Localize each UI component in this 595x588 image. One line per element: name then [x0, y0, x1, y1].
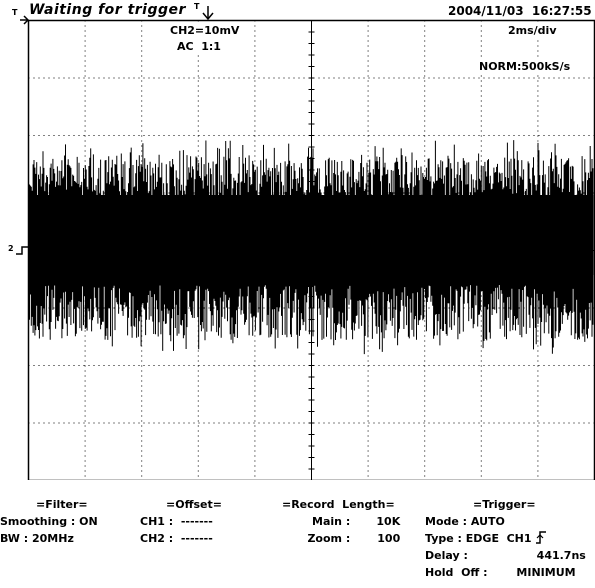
ch2-offset-value: ------- [180, 532, 213, 545]
timebase-label: 2ms/div [508, 24, 557, 37]
bw-value: 20MHz [31, 532, 74, 545]
status-marker: T [12, 8, 18, 17]
trigger-level-icon [20, 15, 30, 25]
trigger-panel: =Trigger= Mode : AUTO Type : EDGE CH1 De… [425, 496, 593, 581]
smoothing-row: Smoothing : ON [0, 515, 98, 528]
rising-edge-icon [536, 531, 547, 544]
trigger-title: =Trigger= [473, 498, 536, 511]
date-time: 2004/11/03 16:27:55 [448, 4, 592, 18]
mode-row: Mode : AUTO [425, 515, 505, 528]
acquisition-status: Waiting for trigger [29, 2, 186, 18]
filter-panel: =Filter= Smoothing : ON BW : 20MHz [0, 496, 140, 547]
ch2-ground-marker-icon [16, 246, 28, 255]
sample-rate-label: NORM:500kS/s [479, 60, 571, 73]
mode-value: AUTO [470, 515, 505, 528]
ch2-offset-label: CH2 [140, 532, 165, 545]
ch2-scale: CH2=10mV [170, 24, 240, 37]
offset-title: =Offset= [166, 498, 222, 511]
record-length-panel: =Record Length= Main :10K Zoom :100 [282, 496, 412, 547]
holdoff-label: Hold Off [425, 566, 480, 579]
trigger-marker: T [194, 2, 200, 11]
delay-value: 441.7ns [536, 549, 586, 562]
bw-label: BW [0, 532, 20, 545]
signal-core-band [29, 195, 594, 275]
zoom-label: Zoom [307, 532, 342, 545]
offset-panel: =Offset= CH1 : ------- CH2 : ------- [140, 496, 280, 547]
main-label: Main [312, 515, 342, 528]
zoom-row: Zoom :100 [282, 530, 412, 547]
zoom-value: 100 [377, 532, 401, 545]
type-label: Type [425, 532, 454, 545]
holdoff-row: Hold Off : MINIMUM [425, 566, 576, 579]
ch1-offset-label: CH1 [140, 515, 165, 528]
waveform-trace [29, 140, 594, 355]
delay-row: Delay :441.7ns [425, 549, 586, 562]
ch1-offset-value: ------- [180, 515, 213, 528]
delay-label: Delay [425, 549, 460, 562]
smoothing-label: Smoothing [0, 515, 68, 528]
trigger-position-icon [202, 6, 214, 21]
holdoff-value: MINIMUM [516, 566, 576, 579]
ch1-offset-row: CH1 : ------- [140, 515, 213, 528]
bw-row: BW : 20MHz [0, 532, 74, 545]
channel-marker: 2 [8, 244, 14, 253]
coupling-label: AC 1:1 [177, 40, 221, 53]
filter-title: =Filter= [36, 498, 88, 511]
type-value: EDGE CH1 [465, 532, 532, 545]
main-value: 10K [376, 515, 401, 528]
ch2-offset-row: CH2 : ------- [140, 532, 213, 545]
type-row: Type : EDGE CH1 [425, 530, 593, 547]
smoothing-value: ON [79, 515, 98, 528]
record-length-title: =Record Length= [282, 498, 395, 511]
main-row: Main :10K [282, 513, 412, 530]
mode-label: Mode [425, 515, 459, 528]
